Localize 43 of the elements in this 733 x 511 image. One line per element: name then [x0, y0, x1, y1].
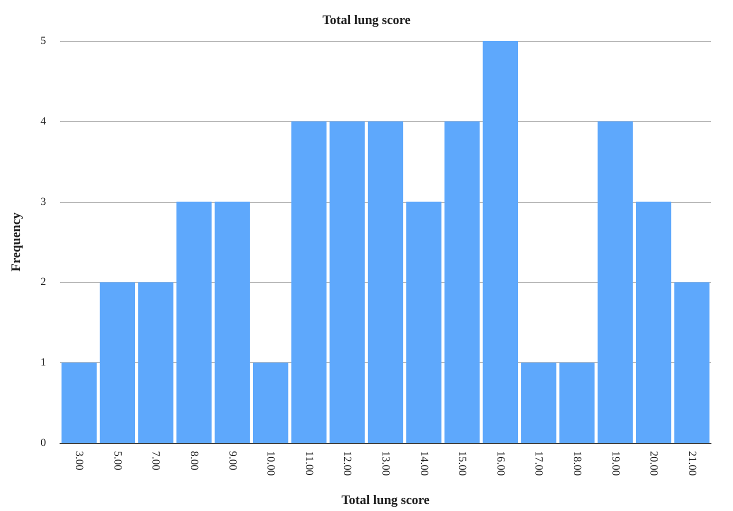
x-tick-label: 17.00 [532, 451, 545, 476]
x-tick-label: 13.00 [380, 451, 392, 476]
x-tick-label: 12.00 [341, 451, 354, 476]
bar [674, 282, 710, 443]
x-tick-label: 20.00 [648, 451, 660, 476]
x-tick-label: 19.00 [609, 451, 622, 476]
chart-title: Total lung score [322, 12, 411, 27]
bar [636, 202, 672, 443]
x-tick-label: 10.00 [264, 451, 277, 476]
x-tick-label: 21.00 [686, 451, 698, 476]
bar [559, 362, 595, 443]
y-tick-label: 4 [40, 115, 46, 128]
y-tick-label: 0 [40, 437, 46, 449]
bar [368, 121, 404, 443]
x-tick-label: 18.00 [570, 451, 583, 476]
x-tick-label: 5.00 [111, 451, 124, 471]
x-tick-label: 15.00 [456, 451, 468, 476]
x-tick-label: 7.00 [150, 451, 162, 471]
x-tick-label: 8.00 [188, 451, 200, 471]
y-axis-title: Frequency [8, 212, 23, 272]
y-tick-label: 3 [40, 196, 46, 208]
bar [176, 202, 212, 443]
x-tick-label: 9.00 [226, 451, 238, 471]
bar [291, 121, 327, 443]
bar [598, 121, 633, 443]
x-tick-label: 3.00 [73, 451, 86, 471]
x-tick-label: 16.00 [494, 451, 506, 476]
bar [138, 282, 174, 443]
y-tick-label: 5 [40, 35, 46, 47]
bar [521, 362, 556, 443]
bar [253, 362, 288, 443]
bar [62, 362, 97, 443]
y-tick-label: 1 [40, 356, 46, 369]
bar [406, 202, 442, 443]
x-axis-title: Total lung score [341, 492, 430, 507]
bar [444, 121, 480, 443]
bar [330, 121, 365, 443]
x-tick-label: 14.00 [418, 451, 430, 476]
y-tick-label: 2 [40, 276, 46, 288]
bar [482, 41, 518, 443]
bar [100, 282, 136, 443]
x-tick-label: 11.00 [302, 451, 315, 476]
bar [214, 202, 250, 443]
